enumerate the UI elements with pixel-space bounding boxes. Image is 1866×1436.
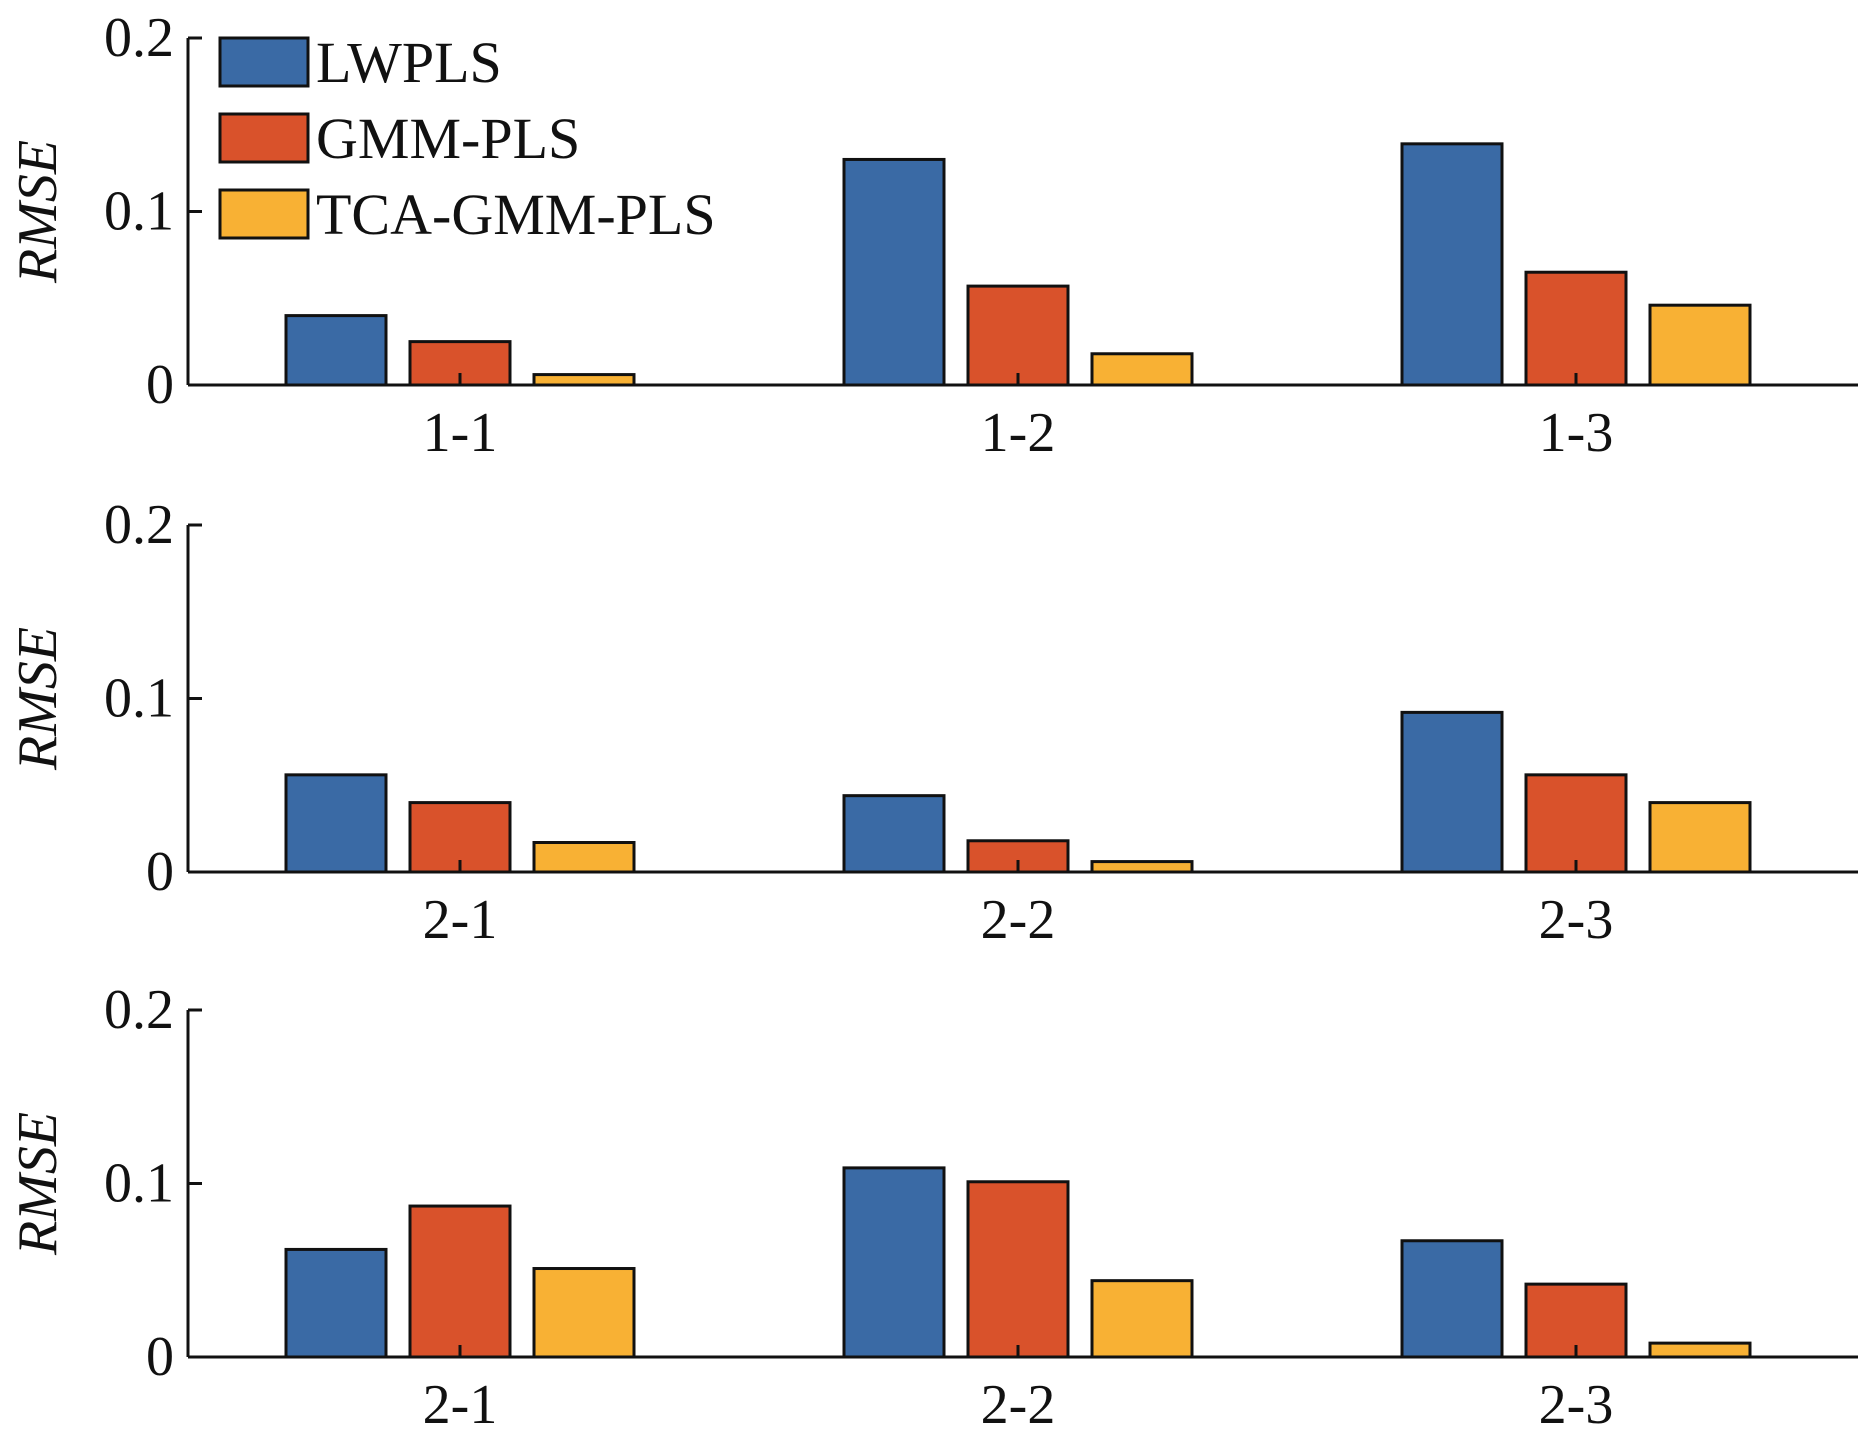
bar-gmm-pls-2-1 [408,1204,512,1359]
bar-tca-gmm-pls-2-3 [1648,1341,1752,1359]
bar-gmm-pls-2-3 [1524,773,1628,874]
bar-tca-gmm-pls-2-1 [532,841,636,874]
bar-tca-gmm-pls-1-1 [532,373,636,387]
x-tick-label: 2-3 [1539,1374,1614,1436]
bar-gmm-pls-1-3 [1524,270,1628,387]
bar-tca-gmm-pls-1-3 [1648,303,1752,387]
legend: LWPLS GMM-PLS TCA-GMM-PLS [218,30,716,247]
y-tick-label: 0.2 [104,979,174,1041]
chart-panel-1: 0 0.1 0.2 1-1 1-2 1-3 RMSE LWPLS GMM-PLS TCA-GMM-… [7,7,1858,464]
bar-gmm-pls-2-2 [966,1180,1070,1359]
y-tick-label: 0 [146,841,174,903]
x-tick-label: 2-3 [1539,889,1614,951]
bar-gmm-pls-1-2 [966,284,1070,387]
bar-lwpls-1-3 [1400,142,1504,387]
bar-tca-gmm-pls-2-2 [1090,1279,1194,1359]
y-tick-label: 0 [146,354,174,416]
x-tick-label: 1-1 [423,402,498,464]
y-tick-label: 0.2 [104,494,174,556]
bar-lwpls-2-3 [1400,710,1504,874]
x-tick-label: 2-1 [423,1374,498,1436]
legend-label-tca-gmm-pls: TCA-GMM-PLS [316,182,716,247]
bar-tca-gmm-pls-2-1 [532,1267,636,1359]
x-tick-label: 1-3 [1539,402,1614,464]
bar-lwpls-1-2 [842,157,946,387]
bar-tca-gmm-pls-1-2 [1090,352,1194,387]
x-tick-label: 2-2 [981,1374,1056,1436]
y-axis-label: RMSE [7,1112,69,1256]
x-tick-label: 2-1 [423,889,498,951]
y-tick-label: 0.1 [104,668,174,730]
legend-swatch-gmm-pls [218,112,310,164]
x-tick-label: 2-2 [981,889,1056,951]
bar-tca-gmm-pls-2-2 [1090,860,1194,874]
y-tick-label: 0.1 [104,1153,174,1215]
y-tick-label: 0.1 [104,181,174,243]
bar-lwpls-2-1 [284,773,388,874]
bar-lwpls-2-1 [284,1247,388,1359]
bar-gmm-pls-2-3 [1524,1282,1628,1359]
legend-label-gmm-pls: GMM-PLS [316,106,580,171]
bar-lwpls-1-1 [284,314,388,387]
legend-label-lwpls: LWPLS [316,30,502,95]
chart-panel-3: 0 0.1 0.2 2-1 2-2 2-3 RMSE [7,979,1858,1436]
bar-tca-gmm-pls-2-3 [1648,801,1752,874]
chart-panel-2: 0 0.1 0.2 2-1 2-2 2-3 RMSE [7,494,1858,951]
y-tick-label: 0 [146,1326,174,1388]
legend-swatch-tca-gmm-pls [218,188,310,240]
legend-swatch-lwpls [218,36,310,88]
y-tick-label: 0.2 [104,7,174,69]
y-axis-label: RMSE [7,627,69,771]
bar-lwpls-2-2 [842,1166,946,1359]
x-tick-label: 1-2 [981,402,1056,464]
bar-lwpls-2-2 [842,794,946,874]
bar-gmm-pls-2-2 [966,839,1070,874]
y-axis-label: RMSE [7,140,69,284]
bar-lwpls-2-3 [1400,1239,1504,1359]
